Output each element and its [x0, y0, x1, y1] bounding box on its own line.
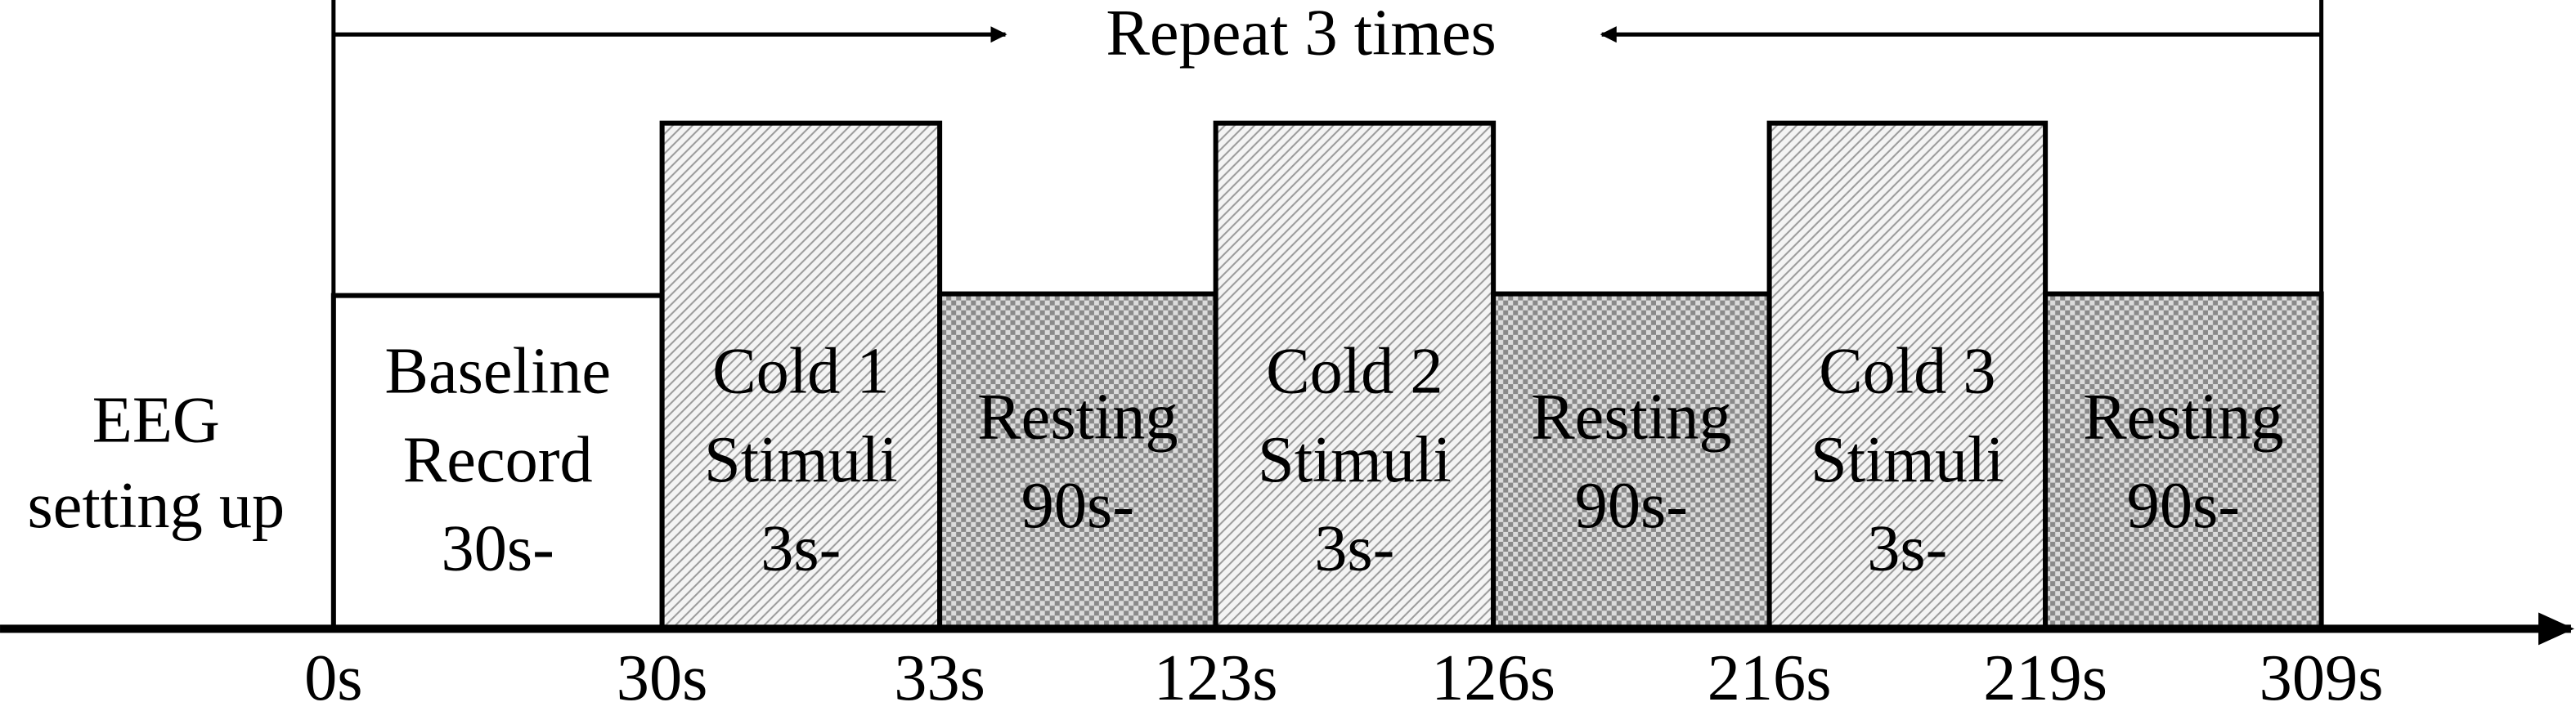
time-label: 309s [2260, 642, 2384, 714]
cold-block [659, 120, 943, 632]
block-label: 90s- [1575, 469, 1688, 542]
block-label: Record [403, 423, 593, 496]
block-label: Cold 2 [1266, 334, 1443, 407]
rest-block [937, 291, 1218, 632]
time-label: 126s [1431, 642, 1555, 714]
block-label: Resting [977, 381, 1178, 454]
block-label: Stimuli [1811, 423, 2004, 496]
cold-block [1766, 120, 2049, 632]
rest-block [2043, 291, 2324, 632]
rest-block [1491, 291, 1772, 632]
time-label: 219s [1983, 642, 2107, 714]
time-label: 0s [304, 642, 362, 714]
block-label: 3s- [1867, 512, 1947, 584]
time-label: 30s [617, 642, 708, 714]
block-label: Resting [1531, 381, 1732, 454]
block-label: 90s- [1021, 469, 1134, 542]
block-label: Cold 3 [1819, 334, 1996, 407]
time-label: 216s [1708, 642, 1832, 714]
block-label: Resting [2083, 381, 2284, 454]
block-label: 3s- [1314, 512, 1394, 584]
cold-block [1213, 120, 1497, 632]
setup-label: setting up [28, 469, 285, 542]
time-label: 33s [894, 642, 985, 714]
block-label: Baseline [384, 334, 611, 407]
repeat-title: Repeat 3 times [1106, 0, 1496, 69]
block-label: 30s- [442, 512, 554, 584]
block-label: 3s- [761, 512, 841, 584]
block-label: 90s- [2127, 469, 2240, 542]
block-label: Cold 1 [712, 334, 890, 407]
block-label: Stimuli [704, 423, 898, 496]
setup-label: EEG [92, 384, 220, 457]
time-labels: 0s 30s 33s 123s 126s 216s 219s 309s [304, 642, 2383, 714]
blocks: Baseline Record 30s- Cold 1 Stimuli 3s- Restin… [330, 120, 2324, 632]
block-label: Stimuli [1258, 423, 1452, 496]
base-block [330, 293, 665, 632]
time-label: 123s [1154, 642, 1278, 714]
